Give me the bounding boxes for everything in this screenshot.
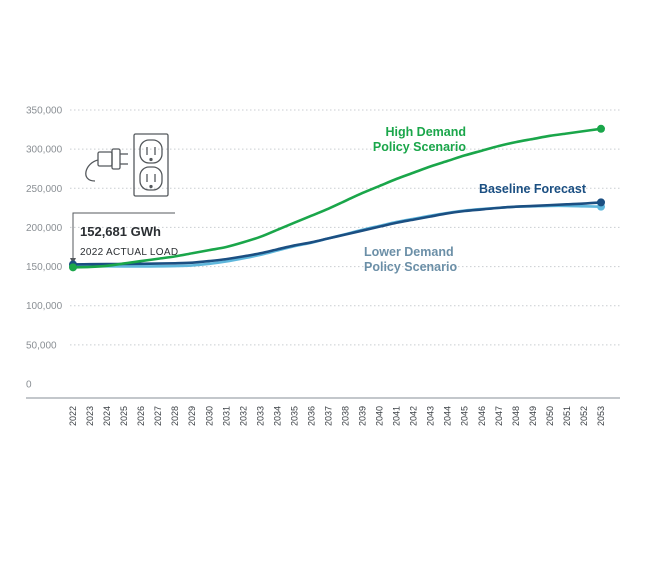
annotation-value: 152,681 GWh bbox=[80, 224, 161, 239]
annotation-caption: 2022 ACTUAL LOAD bbox=[80, 247, 178, 258]
y-tick-label: 350,000 bbox=[26, 106, 63, 117]
y-tick-label: 150,000 bbox=[26, 262, 63, 273]
y-tick-label: 200,000 bbox=[26, 223, 63, 234]
x-tick-label: 2050 bbox=[545, 406, 555, 426]
x-tick-label: 2030 bbox=[204, 406, 214, 426]
series-high-demand-line bbox=[71, 127, 603, 269]
y-tick-label: 100,000 bbox=[26, 301, 63, 312]
x-tick-label: 2047 bbox=[494, 406, 504, 426]
series-lower-demand-label: Lower Demand Policy Scenario bbox=[364, 245, 457, 274]
x-tick-label: 2044 bbox=[443, 406, 453, 426]
y-tick-label: 300,000 bbox=[26, 145, 63, 156]
x-tick-label: 2051 bbox=[562, 406, 572, 426]
x-tick-label: 2028 bbox=[170, 406, 180, 426]
series-high-demand-end-point bbox=[597, 124, 605, 133]
x-tick-label: 2053 bbox=[596, 406, 606, 426]
x-tick-label: 2031 bbox=[221, 406, 231, 426]
x-tick-label: 2026 bbox=[136, 406, 146, 426]
actual-load-annotation: 152,681 GWh 2022 ACTUAL LOAD bbox=[70, 212, 178, 264]
y-axis-ticks: 0 50,000 100,000 150,000 200,000 250,000 300,0… bbox=[26, 106, 63, 391]
power-plug-icon bbox=[85, 148, 128, 182]
x-tick-label: 2024 bbox=[102, 406, 112, 426]
x-axis-ticks: 2022 2023 2024 2025 2026 2027 2028 2029 2030 2031… bbox=[68, 406, 606, 426]
y-tick-label: 50,000 bbox=[26, 340, 57, 351]
y-tick-label: 0 bbox=[26, 380, 32, 391]
x-tick-label: 2043 bbox=[426, 406, 436, 426]
series-high-demand-start-point bbox=[69, 263, 77, 272]
x-tick-label: 2033 bbox=[255, 406, 265, 426]
series-labels: High Demand Policy Scenario Baseline Forec… bbox=[364, 125, 587, 274]
x-tick-label: 2041 bbox=[392, 406, 402, 426]
x-tick-label: 2022 bbox=[68, 406, 78, 426]
series-baseline-end-point bbox=[597, 198, 605, 207]
x-tick-label: 2036 bbox=[306, 406, 316, 426]
x-tick-label: 2052 bbox=[579, 406, 589, 426]
x-tick-label: 2048 bbox=[511, 406, 521, 426]
x-tick-label: 2034 bbox=[272, 406, 282, 426]
series-baseline-line bbox=[71, 201, 603, 266]
x-tick-label: 2029 bbox=[187, 406, 197, 426]
series-high-demand-label: High Demand Policy Scenario bbox=[373, 125, 466, 154]
x-tick-label: 2039 bbox=[358, 406, 368, 426]
series-lines bbox=[69, 124, 605, 272]
x-tick-label: 2038 bbox=[341, 406, 351, 426]
x-tick-label: 2032 bbox=[238, 406, 248, 426]
electrical-outlet-icon bbox=[133, 133, 169, 197]
x-tick-label: 2025 bbox=[119, 406, 129, 426]
y-tick-label: 250,000 bbox=[26, 184, 63, 195]
x-tick-label: 2042 bbox=[409, 406, 419, 426]
x-tick-label: 2045 bbox=[460, 406, 470, 426]
x-tick-label: 2049 bbox=[528, 406, 538, 426]
series-baseline-label: Baseline Forecast bbox=[479, 182, 587, 196]
x-tick-label: 2037 bbox=[323, 406, 333, 426]
x-tick-label: 2035 bbox=[289, 406, 299, 426]
x-tick-label: 2046 bbox=[477, 406, 487, 426]
x-tick-label: 2023 bbox=[85, 406, 95, 426]
x-tick-label: 2027 bbox=[153, 406, 163, 426]
x-tick-label: 2040 bbox=[375, 406, 385, 426]
